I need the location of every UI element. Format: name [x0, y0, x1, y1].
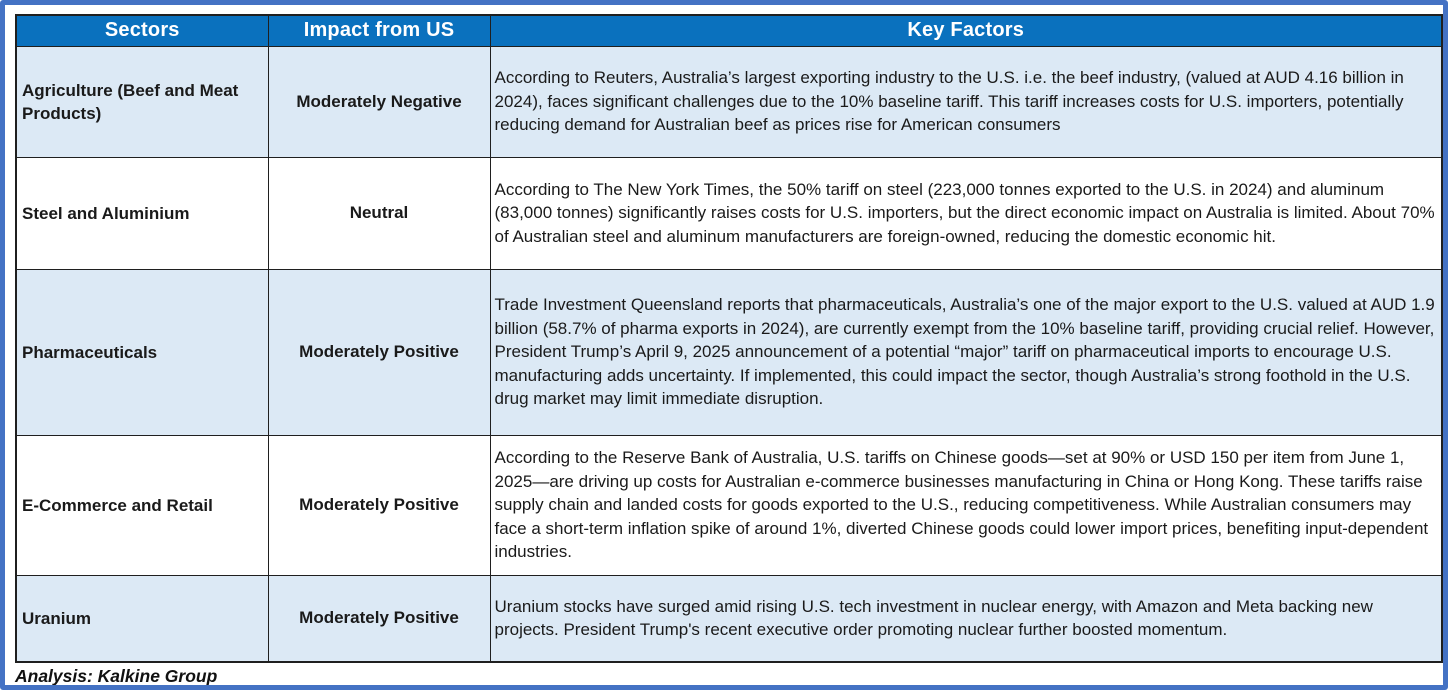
table-row-ecommerce-retail: E-Commerce and Retail Moderately Positiv…	[15, 434, 1443, 576]
table-row-uranium: Uranium Moderately Positive Uranium stoc…	[15, 574, 1443, 663]
sector-cell: Pharmaceuticals	[15, 268, 269, 436]
column-header-key-factors: Key Factors	[489, 14, 1443, 47]
column-header-impact: Impact from US	[267, 14, 491, 47]
sector-cell: Uranium	[15, 574, 269, 663]
analysis-source-note: Analysis: Kalkine Group	[15, 666, 218, 686]
impact-cell: Moderately Negative	[267, 45, 491, 158]
table-row-agriculture: Agriculture (Beef and Meat Products) Mod…	[15, 45, 1443, 158]
impact-cell: Moderately Positive	[267, 268, 491, 436]
sectors-impact-table: Sectors Impact from US Key Factors Agric…	[15, 14, 1443, 663]
table-row-steel-aluminium: Steel and Aluminium Neutral According to…	[15, 156, 1443, 270]
sector-cell: E-Commerce and Retail	[15, 434, 269, 576]
sector-cell: Steel and Aluminium	[15, 156, 269, 270]
impact-cell: Moderately Positive	[267, 434, 491, 576]
impact-cell: Neutral	[267, 156, 491, 270]
key-factors-cell: According to The New York Times, the 50%…	[489, 156, 1443, 270]
column-header-sectors: Sectors	[15, 14, 269, 47]
key-factors-cell: According to Reuters, Australia’s larges…	[489, 45, 1443, 158]
table-header-row: Sectors Impact from US Key Factors	[15, 14, 1443, 47]
impact-cell: Moderately Positive	[267, 574, 491, 663]
key-factors-cell: According to the Reserve Bank of Austral…	[489, 434, 1443, 576]
key-factors-cell: Uranium stocks have surged amid rising U…	[489, 574, 1443, 663]
sector-cell: Agriculture (Beef and Meat Products)	[15, 45, 269, 158]
table-row-pharmaceuticals: Pharmaceuticals Moderately Positive Trad…	[15, 268, 1443, 436]
key-factors-cell: Trade Investment Queensland reports that…	[489, 268, 1443, 436]
